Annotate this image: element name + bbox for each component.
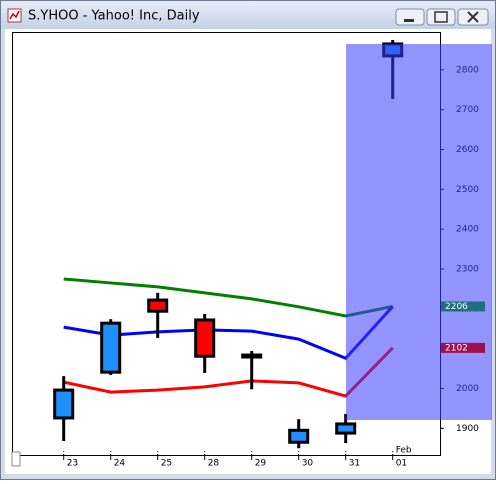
candle-body xyxy=(100,321,122,374)
x-tick-label: 01 xyxy=(396,459,407,469)
y-tick-label: 1900 xyxy=(456,424,479,434)
candle-body xyxy=(335,422,357,435)
month-label: Feb xyxy=(396,446,412,456)
x-tick-label: 30 xyxy=(302,459,314,469)
scroll-marker[interactable] xyxy=(11,451,21,467)
candle-body xyxy=(288,428,310,444)
last-value-box xyxy=(441,342,485,353)
moving-average-line xyxy=(63,346,394,398)
moving-average-line xyxy=(63,277,393,318)
candle-body xyxy=(241,353,263,359)
close-button[interactable] xyxy=(457,8,489,26)
last-value-box xyxy=(441,301,485,312)
candle-body xyxy=(53,388,75,420)
x-tick-label: 23 xyxy=(67,459,78,469)
minimize-button[interactable] xyxy=(395,8,425,26)
last-value-label: 2102 xyxy=(445,343,468,353)
last-value-label: 2206 xyxy=(445,302,468,312)
x-tick-label: 28 xyxy=(208,459,220,469)
candle-body xyxy=(147,298,169,313)
x-tick-label: 24 xyxy=(114,459,126,469)
candle-body xyxy=(194,318,216,358)
selection-overlay xyxy=(346,44,492,420)
window-title: S.YHOO - Yahoo! Inc, Daily xyxy=(28,9,200,24)
x-tick-label: 25 xyxy=(161,459,172,469)
window-icon xyxy=(7,8,22,23)
restore-button[interactable] xyxy=(426,8,456,26)
x-tick-label: 29 xyxy=(255,459,267,469)
x-tick-label: 31 xyxy=(349,459,360,469)
